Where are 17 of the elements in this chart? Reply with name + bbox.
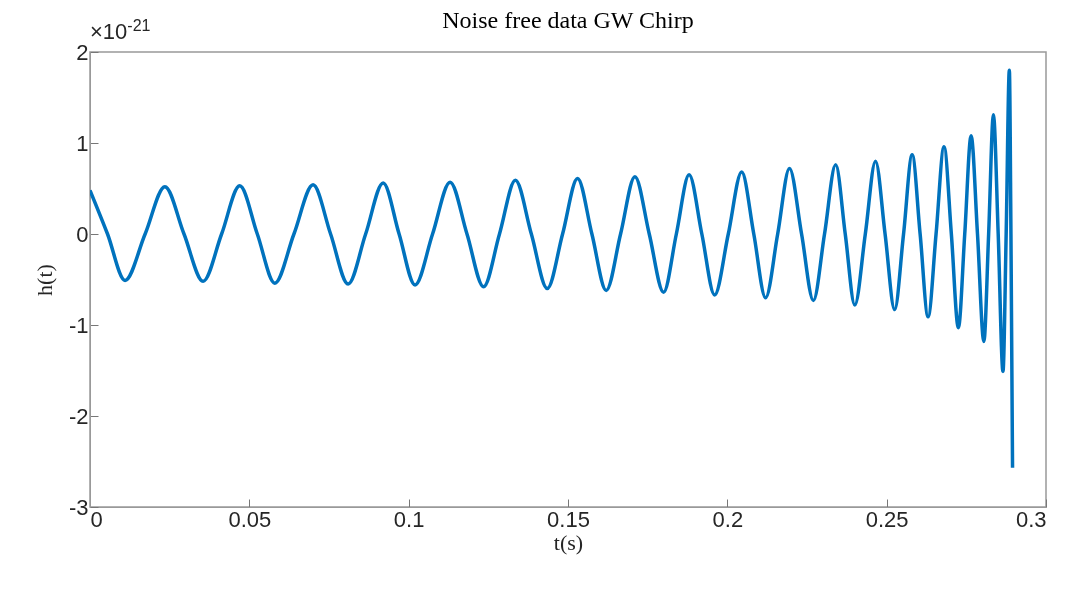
y-tick-label: -1 bbox=[68, 312, 89, 338]
x-tick-label: 0.25 bbox=[865, 506, 909, 532]
chart-title: Noise free data GW Chirp bbox=[442, 7, 694, 33]
y-tick-label: -2 bbox=[68, 403, 89, 429]
x-tick-label: 0.3 bbox=[1015, 506, 1047, 532]
y-tick-label: 2 bbox=[76, 39, 89, 65]
exponent-label: ×10$^{-21}$ bbox=[90, 18, 151, 44]
y-tick-label: 1 bbox=[76, 130, 89, 156]
x-tick-label: 0.1 bbox=[393, 506, 425, 532]
y-tick-label: 0 bbox=[76, 221, 89, 247]
x-axis-title: t(s) bbox=[553, 529, 584, 555]
y-tick-label: -3 bbox=[68, 494, 89, 520]
x-tick-label: 0.05 bbox=[228, 506, 272, 532]
x-tick-label: 0.2 bbox=[712, 506, 744, 532]
y-axis-title: h(t) bbox=[31, 264, 57, 296]
line-series bbox=[90, 68, 1015, 470]
x-tick-label: 0.15 bbox=[547, 506, 590, 532]
